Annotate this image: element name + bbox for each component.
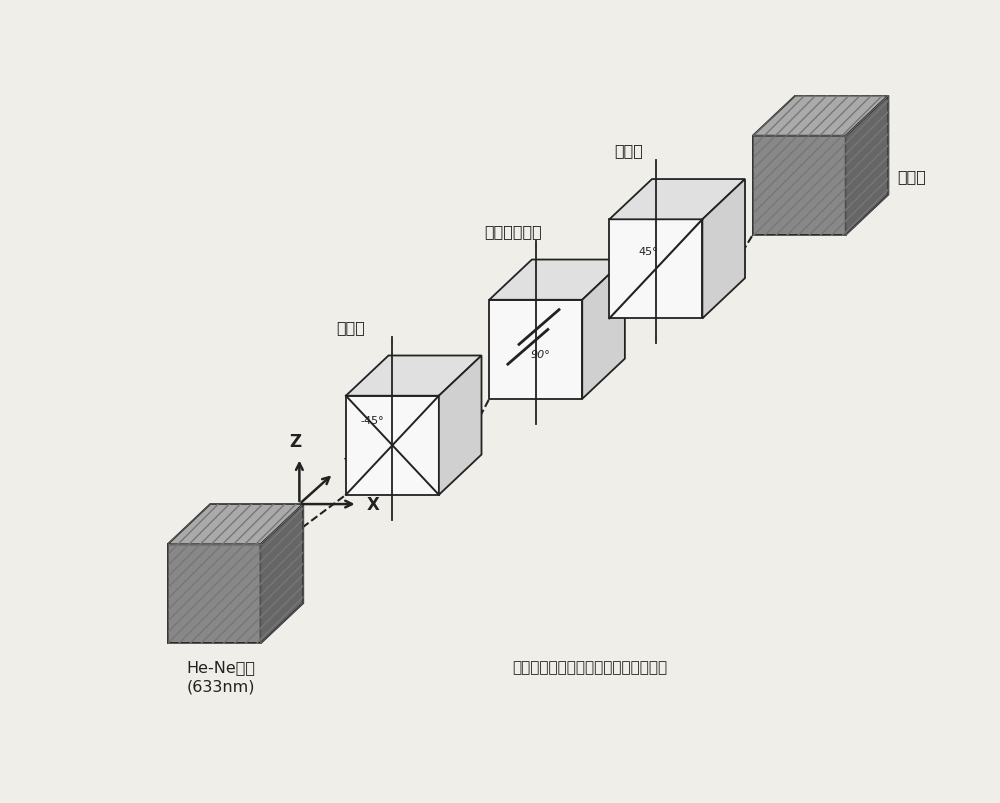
Text: -45°: -45° (360, 415, 384, 425)
Text: He-Ne雷射
(633nm): He-Ne雷射 (633nm) (186, 659, 255, 694)
Polygon shape (846, 96, 888, 235)
Polygon shape (261, 504, 303, 643)
Text: 45°: 45° (639, 247, 658, 257)
Polygon shape (702, 180, 745, 319)
Polygon shape (168, 504, 303, 544)
Polygon shape (489, 260, 625, 300)
Polygon shape (609, 220, 702, 319)
Polygon shape (753, 96, 888, 137)
Polygon shape (168, 544, 261, 643)
Text: X: X (367, 495, 380, 513)
Polygon shape (439, 356, 482, 495)
Text: 90°: 90° (530, 350, 550, 360)
Text: 测定光学系统（使用梳齿形电极单元）: 测定光学系统（使用梳齿形电极单元） (512, 659, 668, 675)
Text: Z: Z (289, 433, 302, 451)
Text: 检偏镜: 检偏镜 (614, 143, 643, 158)
Polygon shape (489, 300, 582, 399)
Polygon shape (346, 356, 482, 396)
Text: 光检器: 光检器 (898, 169, 927, 184)
Text: Y: Y (343, 457, 355, 475)
Polygon shape (753, 137, 846, 235)
Text: 偏光镜: 偏光镜 (337, 320, 365, 334)
Polygon shape (346, 396, 439, 495)
Text: 梳齿电极单元: 梳齿电极单元 (485, 223, 542, 238)
Polygon shape (609, 180, 745, 220)
Polygon shape (582, 260, 625, 399)
